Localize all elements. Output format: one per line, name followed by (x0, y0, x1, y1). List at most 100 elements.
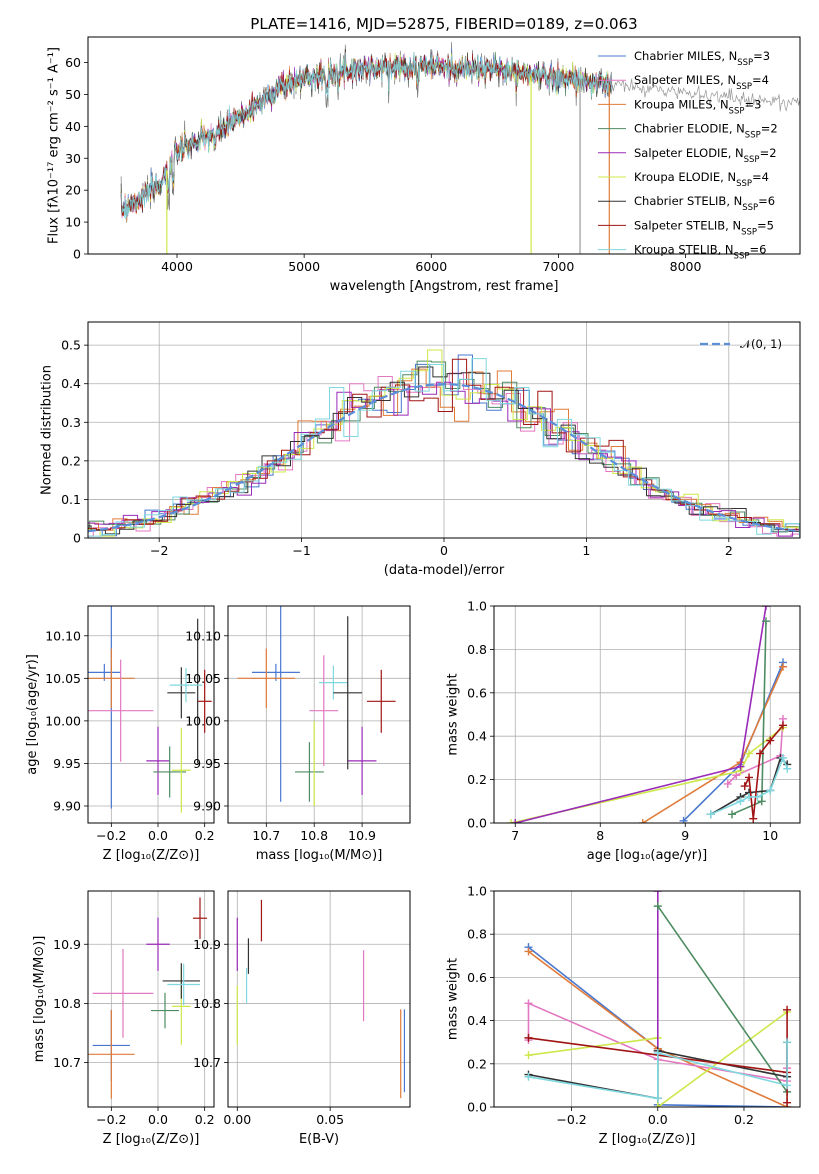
mass-weight-marker (524, 1051, 533, 1060)
mass-weight-marker (638, 819, 647, 823)
x-tick-label: −2 (150, 543, 168, 558)
mass-weight-marker (756, 749, 765, 758)
mass-weight-marker (653, 1103, 662, 1107)
y-tick-label: 0.6 (467, 970, 487, 985)
legend-entry: Chabrier ELODIE, NSSP=2 (634, 122, 778, 141)
y-tick-label: 10.00 (45, 713, 81, 728)
y-tick-label: 0.0 (467, 1100, 487, 1115)
legend-entry: Salpeter STELIB, NSSP=5 (634, 218, 774, 237)
y-tick-label: 0.4 (467, 729, 487, 744)
axes-frame (493, 890, 801, 1108)
y-tick-label: 0.4 (61, 376, 81, 391)
mass-weight-marker (762, 617, 770, 626)
y-tick-label: 40 (65, 119, 81, 134)
mass-weight-marker (745, 792, 753, 801)
legend-entry: Chabrier MILES, NSSP=3 (634, 49, 770, 68)
errorbar-point (88, 648, 135, 709)
mass-weight-marker (524, 1072, 533, 1081)
axes-frame (87, 890, 215, 1108)
mass-weight-marker (740, 782, 749, 791)
y-tick-label: 10.10 (185, 628, 221, 643)
errorbar-point (162, 963, 200, 999)
errorbar-point (146, 726, 170, 795)
mass-weight-marker (653, 891, 662, 895)
legend-entry: Kroupa MILES, NSSP=3 (634, 97, 761, 116)
mass-weight-line (510, 726, 784, 823)
x-tick-label: 10.9 (348, 828, 376, 843)
y-axis-label: mass [log₁₀(M/M⊙)] (32, 936, 47, 1063)
y-axis-label: age [log₁₀(age/yr)] (25, 654, 40, 775)
residual-histogram (88, 368, 800, 531)
x-tick-label: 7000 (543, 259, 575, 274)
axes-frame (493, 605, 801, 824)
model-spectrum-line (120, 51, 613, 220)
mass-weight-marker (779, 662, 787, 671)
errorbar-point (167, 963, 200, 1006)
y-tick-label: 0.0 (467, 816, 487, 831)
x-axis-label: mass [log₁₀(M/M⊙)] (256, 848, 383, 863)
x-tick-label: 0.2 (195, 828, 215, 843)
x-tick-label: 6000 (415, 259, 447, 274)
mass-weight-marker (783, 1081, 792, 1090)
y-axis-label: mass weight (445, 958, 460, 1040)
residual-histogram (88, 354, 800, 537)
y-tick-label: 60 (65, 55, 81, 70)
y-tick-label: 9.95 (53, 756, 81, 771)
mass-weight-marker (706, 810, 715, 819)
x-tick-label: 0.0 (148, 1112, 168, 1127)
y-tick-label: 0.4 (467, 1013, 487, 1028)
y-tick-label: 0.3 (61, 415, 81, 430)
x-tick-label: −0.2 (96, 1112, 126, 1127)
residuals-panel: 𝒩(0, 1) −2 −1 0 1 2 0 0.1 0.2 0.3 0.4 0.5 (data-mode… (39, 321, 801, 578)
mass-weight-marker (653, 902, 662, 911)
y-tick-label: 20 (65, 183, 81, 198)
mass-weight-marker (728, 810, 736, 819)
y-tick-label: 0.5 (61, 338, 81, 353)
y-tick-label: 1.0 (467, 599, 487, 614)
mass-weight-marker (679, 816, 688, 823)
mass-weight-line (710, 755, 789, 816)
weight-vs-Z-panel: −0.2 0.0 0.2 0.0 0.2 0.4 0.6 0.8 1.0 Z [log₁₀(Z/Z… (445, 884, 801, 1147)
legend-entry: Salpeter MILES, NSSP=4 (634, 73, 769, 92)
x-tick-label: 8 (596, 828, 604, 843)
y-axis-label: Normed distribution (39, 365, 54, 495)
errorbar-point (92, 948, 154, 1038)
mass-weight-marker (524, 999, 533, 1008)
y-tick-label: 0.8 (467, 642, 487, 657)
errorbar-point (347, 726, 377, 795)
errorbar-point (197, 669, 212, 733)
errorbar-point (237, 648, 296, 709)
errorbar-point (172, 727, 191, 813)
mass-weight-marker (745, 749, 753, 758)
mass-weight-marker (653, 1094, 662, 1103)
mass-weight-marker (762, 606, 770, 610)
y-tick-label: 10.9 (193, 937, 221, 952)
mass-weight-marker (783, 1005, 792, 1014)
y-tick-label: 0.8 (467, 927, 487, 942)
errorbar-point (366, 669, 396, 733)
x-axis-label: Z [log₁₀(Z/Z⊙)] (103, 1132, 200, 1147)
errorbar-point (88, 1009, 135, 1099)
mass-weight-line (515, 606, 767, 823)
y-tick-label: 0.1 (61, 492, 81, 507)
y-tick-label: 10.8 (193, 996, 221, 1011)
y-tick-label: 10.7 (193, 1055, 221, 1070)
x-tick-label: 1 (582, 543, 590, 558)
x-tick-label: 0.2 (195, 1112, 215, 1127)
axes-frame (87, 36, 801, 255)
mass-vs-EBV-panel: 0.00 0.05 10.7 10.8 10.9 E(B-V) (193, 890, 411, 1147)
y-tick-label: 0 (73, 247, 81, 262)
errorbar-point (153, 746, 186, 798)
x-tick-label: 9 (681, 828, 689, 843)
mass-weight-marker (723, 779, 732, 788)
errorbar-point (319, 665, 348, 700)
x-tick-label: 5000 (288, 259, 320, 274)
y-tick-label: 9.95 (193, 756, 221, 771)
residual-histogram (88, 358, 800, 537)
x-tick-label: −0.2 (556, 1112, 586, 1127)
mass-weight-marker (524, 1033, 533, 1042)
y-tick-label: 9.90 (193, 798, 221, 813)
errorbar-point (333, 616, 363, 770)
mass-weight-marker (736, 797, 745, 806)
